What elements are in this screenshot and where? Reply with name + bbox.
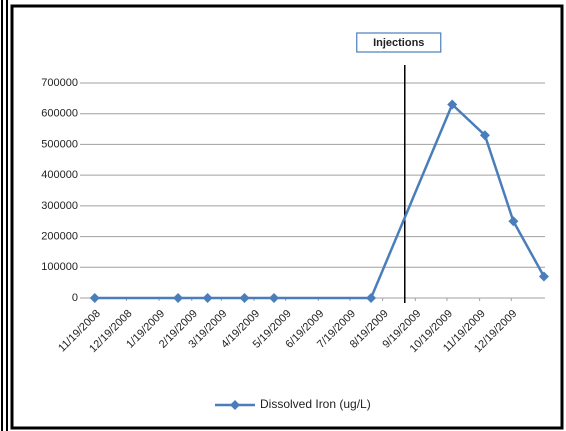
point-marker	[508, 216, 519, 227]
point-marker	[239, 293, 250, 303]
frame	[10, 4, 564, 430]
y-tick-label: 100000	[41, 261, 78, 273]
legend-label: Dissolved Iron (ug/L)	[260, 397, 371, 411]
legend-marker	[230, 400, 240, 410]
annotation-text: Injections	[373, 37, 424, 49]
annotation-box	[356, 32, 442, 53]
y-tick-label: 200000	[41, 230, 78, 242]
point-marker	[479, 130, 490, 141]
point-marker	[538, 271, 549, 282]
y-tick-label: 400000	[41, 169, 78, 181]
y-tick-label: 0	[72, 292, 78, 304]
point-marker	[447, 99, 458, 110]
point-marker	[173, 293, 184, 303]
point-marker	[89, 293, 100, 303]
y-tick-label: 300000	[41, 200, 78, 212]
point-marker	[269, 293, 280, 303]
series-line	[94, 102, 546, 300]
y-tick-label: 500000	[41, 138, 78, 150]
y-tick-label: 700000	[41, 77, 78, 89]
point-marker	[366, 293, 377, 303]
point-marker	[202, 293, 213, 303]
y-tick-label: 600000	[41, 108, 78, 120]
